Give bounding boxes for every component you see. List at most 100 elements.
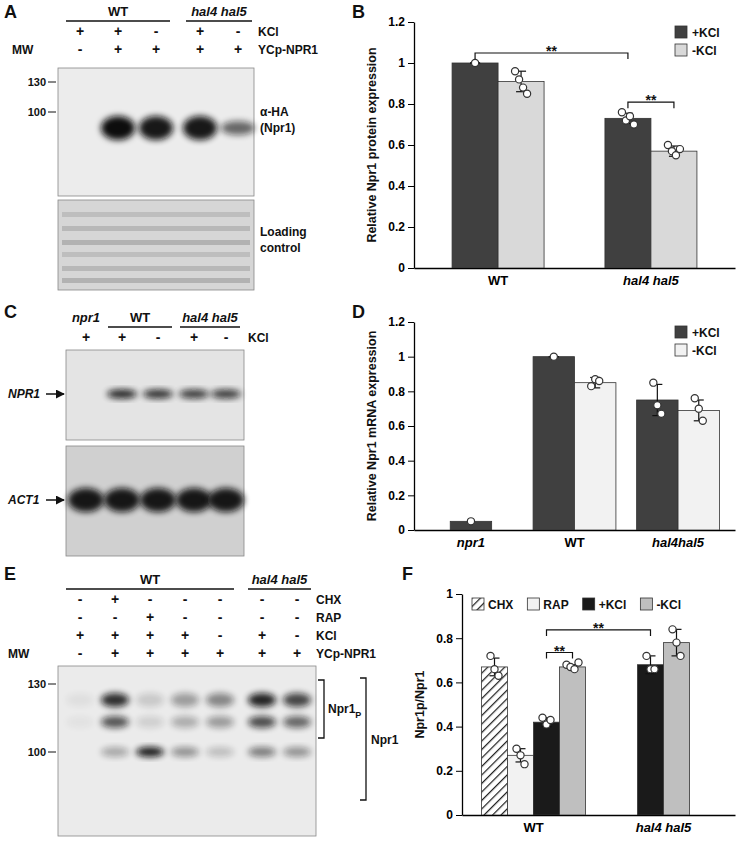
mw-label: 130 [28,76,46,88]
y-tick-label: 0.6 [388,138,405,152]
lane-group-label: hal4 hal5 [191,4,247,19]
data-point [575,659,582,666]
panel-label: D [352,302,365,322]
y-tick-mark [408,227,414,228]
y-tick-label: 0 [398,523,405,537]
y-axis-title: Npr1p/Npr1 [413,670,427,738]
y-tick-label: 0.2 [436,764,453,778]
data-point [495,672,502,679]
bar [664,643,690,815]
loading-stripe [62,212,250,217]
lane-sign: - [236,23,241,39]
lane-sign: - [183,591,188,607]
blot-band [206,716,234,728]
data-point [673,639,680,646]
y-tick-label: 1.2 [388,315,405,329]
blot-band [283,716,311,728]
lane-sign: + [146,609,154,625]
significance-label: ** [546,43,557,59]
row-label: CHX [316,593,341,607]
figure: ABCDEFWThal4 hal5KCl++-+-YCp-NPR1-++++MW… [0,0,745,855]
lane-sign: - [218,627,223,643]
lane-sign: + [258,645,266,661]
lane-sign: + [146,645,154,661]
y-axis-line [462,595,463,816]
y-tick-label: 0.6 [436,676,453,690]
lane-sign: - [224,329,229,345]
mw-label: 100 [28,746,46,758]
y-axis-line [414,323,415,531]
data-point [596,377,603,384]
y-tick-mark [456,682,462,683]
y-tick-mark [408,186,414,187]
mw-title: MW [12,43,34,57]
y-tick-label: 1.2 [388,15,405,29]
arrow [46,393,64,395]
lane-sign: - [78,645,83,661]
lane-group-line [108,326,172,328]
y-tick-mark [408,22,414,23]
legend-label: -KCl [692,44,717,58]
blot-membrane [66,350,244,440]
lane-sign: + [190,329,198,345]
legend-label: -KCl [692,344,717,358]
row-label: KCl [258,25,279,39]
y-axis: 00.20.40.60.811.2 [388,315,414,537]
bar [560,667,586,815]
y-tick: 0 [398,261,414,275]
legend-label: CHX [488,598,513,612]
lane-group-line [186,20,252,22]
data-point [650,379,657,386]
blot-band [101,116,135,140]
lane-sign: - [113,609,118,625]
loading-stripe [62,226,250,231]
y-tick-mark [408,391,414,392]
blot-label: (Npr1) [260,121,295,135]
legend-swatch [472,598,484,610]
bar [533,357,574,530]
mw-tick [48,112,56,113]
blot-band [171,747,199,757]
x-tick: WT [564,535,584,550]
blot-band [136,693,164,707]
y-tick-label: 0.4 [436,720,453,734]
lane-sign: + [76,627,84,643]
mw-tick [48,82,56,83]
data-point [618,109,625,116]
blot-band [107,390,137,399]
lane-sign: + [258,627,266,643]
legend-swatch [675,344,687,356]
panel-a: WThal4 hal5KCl++-+-YCp-NPR1-++++MW130100… [12,4,318,290]
data-point [521,761,528,768]
y-tick: 0.2 [388,489,414,503]
y-axis: 00.20.40.60.81 [436,587,462,822]
x-tick-label: hal4 hal5 [623,273,679,288]
lane-sign: + [114,41,122,57]
blot-band [283,747,311,757]
legend-swatch [675,44,687,56]
data-point [643,652,650,659]
blot-label: α-HA [260,105,289,119]
data-point [676,146,683,153]
blot-label: Npr1 [371,733,399,747]
data-point [677,652,684,659]
data-point [658,410,665,417]
x-tick: WT [488,273,508,288]
panel-label: B [352,2,365,22]
lane-sign: + [111,591,119,607]
lane-group-label: hal4 hal5 [252,572,308,587]
significance-label: ** [593,620,604,636]
y-tick-mark [408,461,414,462]
lane-group-label: WT [130,310,150,325]
blot-band [101,747,129,757]
lane-sign: - [78,41,83,57]
y-tick-mark [456,594,462,595]
y-tick-label: 0.6 [388,419,405,433]
bar [638,665,664,815]
blot-label: Loading [260,225,307,239]
blot-membrane [58,666,316,836]
plot-area [450,353,719,530]
bar [605,118,651,268]
blot-band [211,390,241,399]
bracket [360,678,366,800]
